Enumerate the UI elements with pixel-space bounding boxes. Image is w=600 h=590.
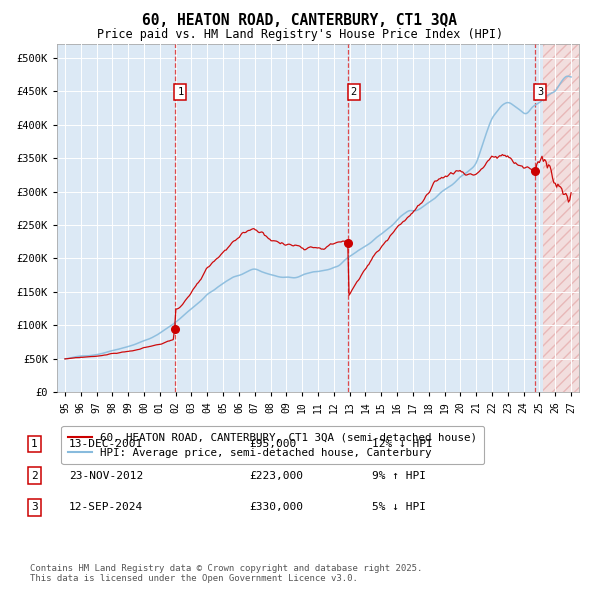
Text: £330,000: £330,000 <box>249 503 303 512</box>
Text: £223,000: £223,000 <box>249 471 303 480</box>
Text: 13-DEC-2001: 13-DEC-2001 <box>69 439 143 448</box>
Bar <box>542 44 579 392</box>
Text: 12-SEP-2024: 12-SEP-2024 <box>69 503 143 512</box>
Text: Contains HM Land Registry data © Crown copyright and database right 2025.
This d: Contains HM Land Registry data © Crown c… <box>30 563 422 583</box>
Text: 9% ↑ HPI: 9% ↑ HPI <box>372 471 426 480</box>
Text: 2: 2 <box>350 87 357 97</box>
Text: 1: 1 <box>177 87 184 97</box>
Text: £95,000: £95,000 <box>249 439 296 448</box>
Text: 23-NOV-2012: 23-NOV-2012 <box>69 471 143 480</box>
Text: 2: 2 <box>31 471 38 480</box>
Text: 1: 1 <box>31 439 38 448</box>
Text: Price paid vs. HM Land Registry's House Price Index (HPI): Price paid vs. HM Land Registry's House … <box>97 28 503 41</box>
Text: 12% ↓ HPI: 12% ↓ HPI <box>372 439 433 448</box>
Text: 3: 3 <box>537 87 544 97</box>
Legend: 60, HEATON ROAD, CANTERBURY, CT1 3QA (semi-detached house), HPI: Average price, : 60, HEATON ROAD, CANTERBURY, CT1 3QA (se… <box>61 426 484 464</box>
Text: 3: 3 <box>31 503 38 512</box>
Text: 60, HEATON ROAD, CANTERBURY, CT1 3QA: 60, HEATON ROAD, CANTERBURY, CT1 3QA <box>143 13 458 28</box>
Text: 5% ↓ HPI: 5% ↓ HPI <box>372 503 426 512</box>
